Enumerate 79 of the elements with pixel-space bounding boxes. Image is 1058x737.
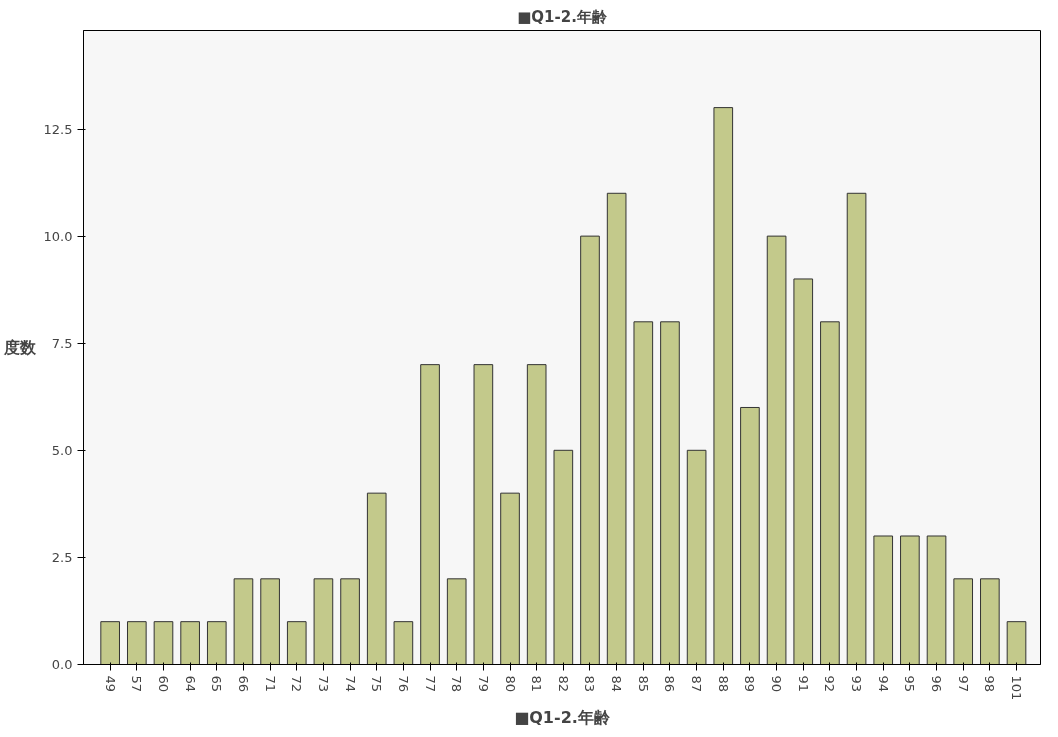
bar <box>286 621 307 665</box>
x-axis-title: ■Q1-2.年齢 <box>514 708 611 728</box>
y-tick-label: 0.0 <box>51 657 73 672</box>
bar <box>820 321 840 665</box>
x-tick-label: 64 <box>182 675 198 693</box>
y-tick-label: 5.0 <box>51 442 73 458</box>
bar <box>766 235 787 665</box>
x-tick-label: 90 <box>769 675 785 693</box>
x-tick-label: 91 <box>795 675 811 693</box>
x-tick-label: 74 <box>342 675 358 693</box>
bar <box>206 621 227 665</box>
x-tick-label: 57 <box>129 675 145 693</box>
bar <box>686 449 707 665</box>
bar <box>313 578 334 665</box>
bar <box>740 406 760 665</box>
bar <box>900 535 920 665</box>
bar <box>340 578 360 665</box>
x-tick-label: 98 <box>982 675 998 693</box>
bar <box>446 578 467 665</box>
bar <box>153 621 174 665</box>
bar <box>100 621 120 665</box>
x-tick-label: 65 <box>209 675 225 693</box>
x-tick-label: 78 <box>449 675 465 693</box>
x-tick-label: 79 <box>475 675 491 693</box>
bar <box>420 364 440 665</box>
bar <box>500 492 520 665</box>
bar <box>366 492 387 665</box>
x-tick-label: 77 <box>422 675 438 693</box>
x-tick-label: 81 <box>529 675 545 693</box>
chart-title: ■Q1-2.年齢 <box>517 7 608 26</box>
y-axis-title: 度数 <box>2 338 37 357</box>
bar <box>953 578 974 665</box>
bar <box>1006 621 1027 665</box>
x-tick-label: 60 <box>155 675 171 693</box>
x-tick-label: 96 <box>929 675 945 693</box>
x-tick-label: 75 <box>369 675 385 693</box>
bar <box>633 321 654 665</box>
x-tick-label: 88 <box>715 675 731 693</box>
bar <box>180 621 200 665</box>
bar <box>233 578 254 665</box>
bar <box>846 192 867 665</box>
y-tick-label: 10.0 <box>43 228 73 244</box>
y-tick-label: 2.5 <box>51 549 73 565</box>
x-tick-label: 89 <box>742 675 758 693</box>
bar <box>873 535 894 665</box>
x-tick-label: 49 <box>102 675 118 693</box>
bar <box>260 578 280 665</box>
bar <box>473 364 494 665</box>
bar <box>926 535 947 665</box>
x-tick-label: 85 <box>635 675 651 693</box>
x-tick-label: 87 <box>689 675 705 693</box>
x-tick-label: 73 <box>315 675 331 693</box>
x-tick-label: 86 <box>662 675 678 693</box>
x-tick-label: 93 <box>849 675 865 693</box>
x-tick-label: 84 <box>609 675 625 693</box>
x-tick-label: 66 <box>235 675 251 693</box>
x-tick-label: 92 <box>822 675 838 693</box>
bar <box>553 449 574 665</box>
x-tick-label: 82 <box>555 675 571 693</box>
bar <box>126 621 147 665</box>
bar <box>980 578 1000 665</box>
bar <box>606 192 627 665</box>
x-tick-label: 94 <box>875 675 891 693</box>
bar <box>793 278 814 665</box>
x-tick-label: 101 <box>1009 675 1025 701</box>
bar <box>580 235 600 665</box>
bar <box>660 321 680 665</box>
x-tick-label: 83 <box>582 675 598 693</box>
x-tick-label: 95 <box>902 675 918 693</box>
bar <box>393 621 414 665</box>
bar <box>526 364 547 665</box>
x-tick-label: 76 <box>395 675 411 693</box>
bar <box>713 107 734 665</box>
x-tick-label: 72 <box>289 675 305 693</box>
y-tick-label: 12.5 <box>43 121 73 137</box>
y-tick-label: 7.5 <box>51 335 73 351</box>
x-tick-label: 97 <box>955 675 971 693</box>
x-tick-label: 80 <box>502 675 518 693</box>
x-tick-label: 71 <box>262 675 278 693</box>
